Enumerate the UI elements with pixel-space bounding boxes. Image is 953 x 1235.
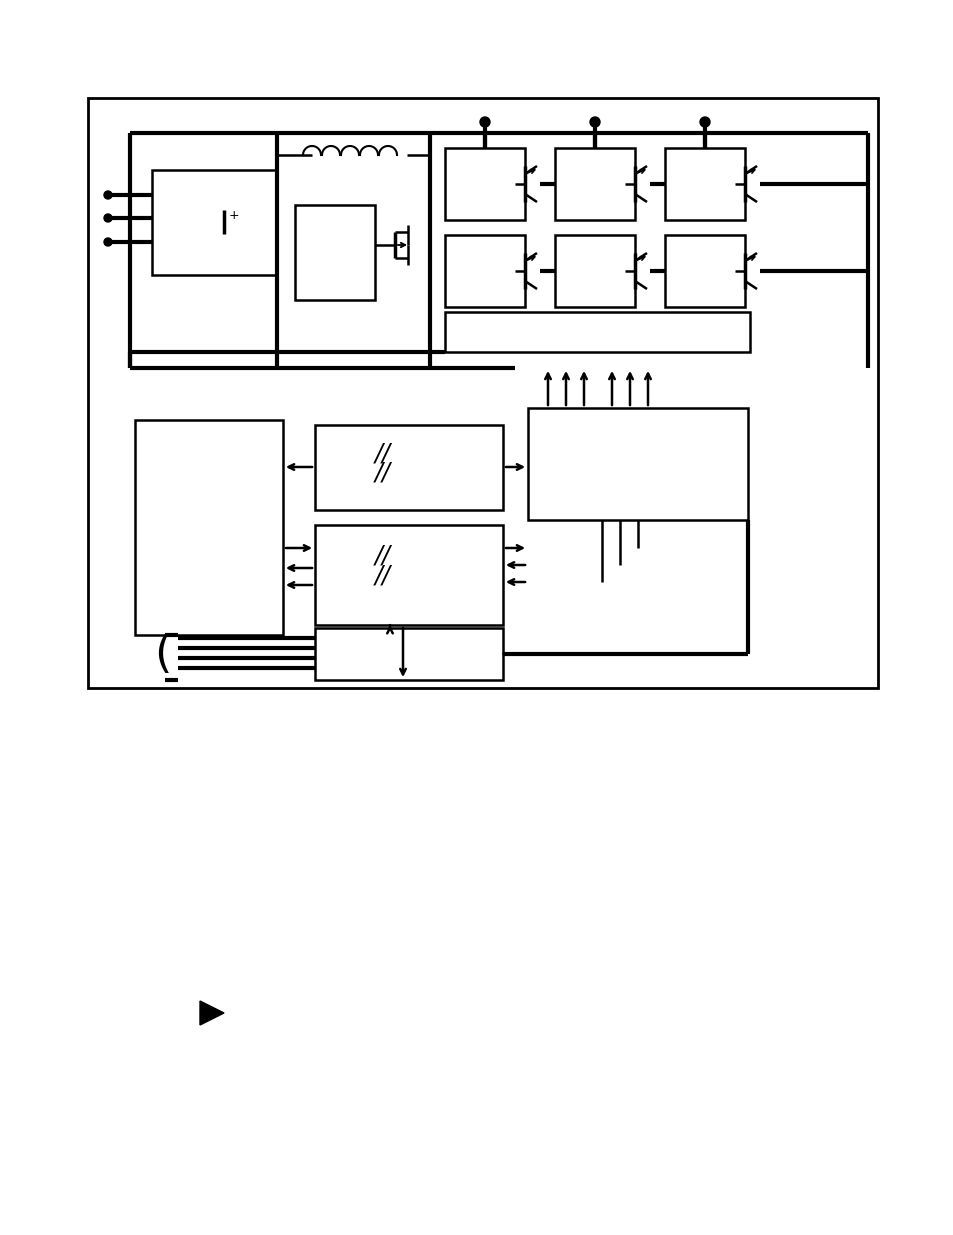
- Text: (: (: [154, 632, 172, 676]
- Bar: [444, 312, 749, 352]
- Text: //: //: [375, 459, 391, 484]
- Bar: [314, 629, 502, 680]
- Bar: [152, 170, 276, 275]
- Polygon shape: [200, 1002, 224, 1025]
- Bar: [294, 205, 375, 300]
- Circle shape: [104, 214, 112, 222]
- Circle shape: [479, 117, 490, 127]
- Bar: [664, 235, 744, 308]
- Bar: [314, 525, 502, 625]
- Text: //: //: [375, 441, 391, 466]
- Bar: [664, 148, 744, 220]
- Circle shape: [700, 117, 709, 127]
- Bar: [444, 235, 524, 308]
- Circle shape: [104, 191, 112, 199]
- Text: //: //: [375, 563, 391, 587]
- Text: //: //: [375, 543, 391, 567]
- Circle shape: [104, 238, 112, 246]
- Bar: [444, 148, 524, 220]
- Bar: [88, 98, 877, 688]
- Bar: [555, 235, 635, 308]
- Bar: [527, 408, 747, 520]
- Bar: [555, 148, 635, 220]
- Text: +: +: [229, 209, 239, 221]
- Bar: [135, 420, 283, 635]
- Bar: [314, 425, 502, 510]
- Circle shape: [589, 117, 599, 127]
